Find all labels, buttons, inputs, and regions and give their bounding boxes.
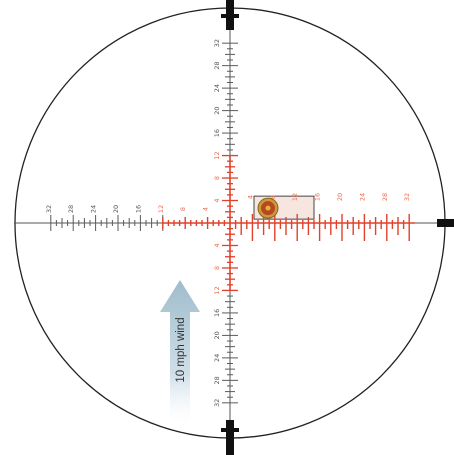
label-v-bottom-16: 16 [213,309,221,317]
label-v-top-16: 16 [213,129,221,137]
wind-arrow: 10 mph wind [160,280,200,425]
bullet-impact-marker [257,197,279,219]
label-v-bottom-32: 32 [213,399,221,407]
label-v-top-28: 28 [213,61,221,69]
label-v-bottom-8: 8 [213,266,221,270]
horizontal-scale-right: 4 8 12 16 20 24 28 32 [162,193,415,241]
vertical-scale-bottom: 4 8 12 16 20 24 28 32 [213,243,238,407]
horizontal-scale-left: 32 28 24 20 16 12 8 4 [45,205,210,231]
label-v-bottom-4: 4 [213,243,221,247]
label-v-top-8: 8 [213,176,221,180]
bullet-core [265,205,271,211]
wind-arrow-shape [160,280,200,425]
label-h-left-28: 28 [67,205,75,213]
label-h-left-8: 8 [179,207,187,211]
label-v-bottom-20: 20 [213,331,221,339]
vertical-scale-top: 32 28 24 20 16 12 8 4 [213,39,238,203]
label-h-right-32: 32 [403,193,411,201]
wind-label: 10 mph wind [175,317,187,382]
label-h-right-20: 20 [336,193,344,201]
label-v-bottom-24: 24 [213,354,221,362]
label-h-right-16: 16 [314,193,322,201]
label-h-right-8: 8 [269,195,277,199]
label-h-left-16: 16 [134,205,142,213]
right-post [437,219,454,227]
label-h-right-12: 12 [291,193,299,201]
top-post-cap [221,14,239,18]
label-h-left-12: 12 [157,205,165,213]
bottom-post-cap [221,428,239,432]
label-v-top-20: 20 [213,106,221,114]
vertical-scale-center [222,154,238,292]
label-h-left-4: 4 [202,207,210,211]
bottom-post [226,420,234,455]
label-h-right-4: 4 [246,195,254,199]
label-h-right-28: 28 [381,193,389,201]
label-v-top-4: 4 [213,198,221,202]
label-v-top-12: 12 [213,151,221,159]
label-v-top-32: 32 [213,39,221,47]
label-v-bottom-12: 12 [213,286,221,294]
label-v-bottom-28: 28 [213,376,221,384]
label-v-top-24: 24 [213,84,221,92]
label-h-left-20: 20 [112,205,120,213]
label-h-left-24: 24 [90,205,98,213]
label-h-left-32: 32 [45,205,53,213]
label-h-right-24: 24 [358,193,366,201]
